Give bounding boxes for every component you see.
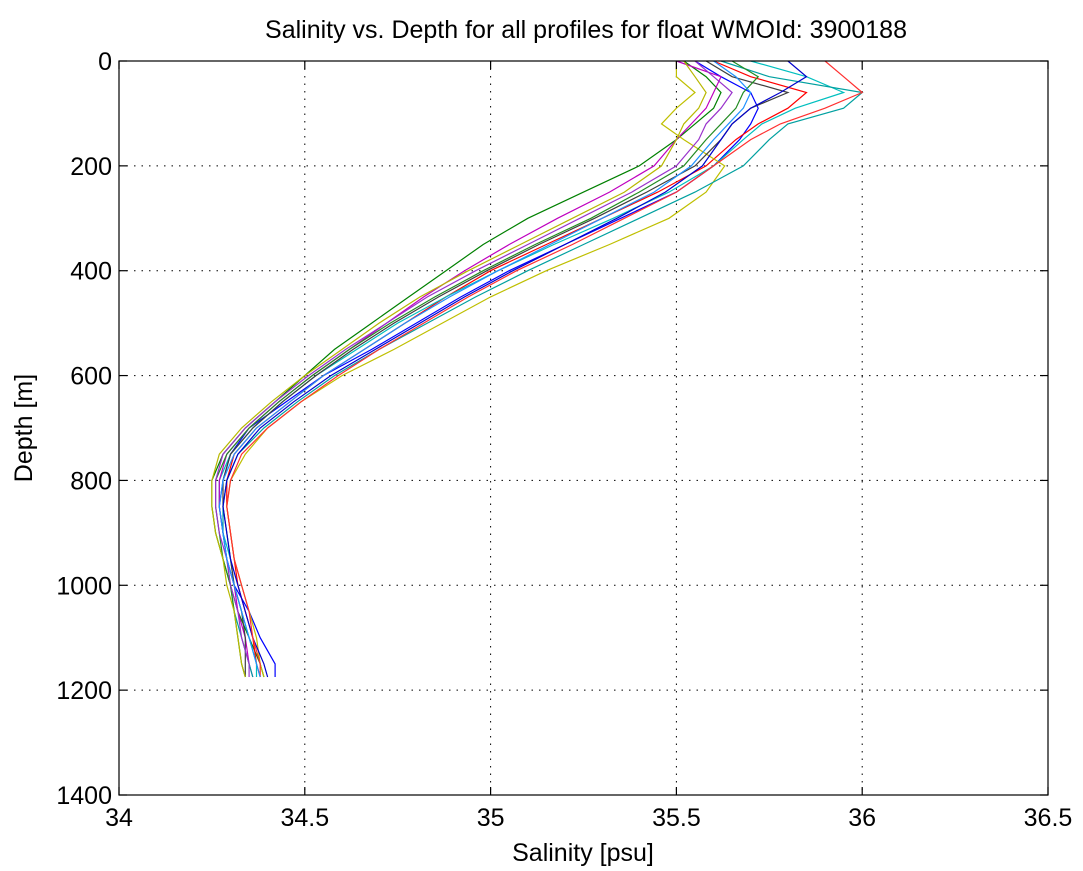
x-tick-label: 35 <box>477 804 505 832</box>
y-tick-label: 0 <box>98 48 112 76</box>
x-axis-label: Salinity [psu] <box>512 839 654 867</box>
ticks: 34 34.5 35 35.5 36 36.5 0 200 400 600 800 1000 1200 1… <box>56 48 1072 832</box>
x-tick-label: 35.5 <box>652 804 701 832</box>
profile-line <box>226 61 726 678</box>
y-tick-label: 200 <box>70 153 112 181</box>
y-tick-label: 800 <box>70 467 112 495</box>
profile-line <box>218 60 752 678</box>
profile-line <box>215 60 760 678</box>
x-tick-label: 34.5 <box>280 804 329 832</box>
x-tick-label: 34 <box>105 804 133 832</box>
y-tick-label: 1200 <box>56 677 112 705</box>
profile-line <box>222 60 808 678</box>
y-tick-label: 600 <box>70 363 112 391</box>
profile-line <box>226 60 864 677</box>
y-axis-label: Depth [m] <box>10 374 38 482</box>
profile-line <box>218 60 759 677</box>
series-layer <box>211 60 864 678</box>
y-tick-label: 1400 <box>56 782 112 810</box>
profile-line <box>222 60 790 677</box>
profile-line <box>211 60 707 678</box>
x-tick-label: 36 <box>848 804 876 832</box>
profile-line <box>218 60 722 678</box>
y-tick-label: 400 <box>70 258 112 286</box>
x-tick-label: 36.5 <box>1024 804 1073 832</box>
profile-line <box>215 60 733 677</box>
profile-line <box>211 60 722 678</box>
y-tick-label: 1000 <box>56 572 112 600</box>
grid <box>119 61 1048 795</box>
chart-title: Salinity vs. Depth for all profiles for … <box>265 16 907 44</box>
plot-frame <box>118 60 1049 796</box>
